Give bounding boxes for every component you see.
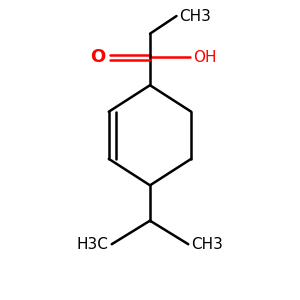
Text: OH: OH bbox=[193, 50, 216, 65]
Text: CH3: CH3 bbox=[191, 237, 223, 252]
Text: O: O bbox=[91, 48, 106, 66]
Text: CH3: CH3 bbox=[179, 8, 211, 23]
Text: H3C: H3C bbox=[77, 237, 109, 252]
